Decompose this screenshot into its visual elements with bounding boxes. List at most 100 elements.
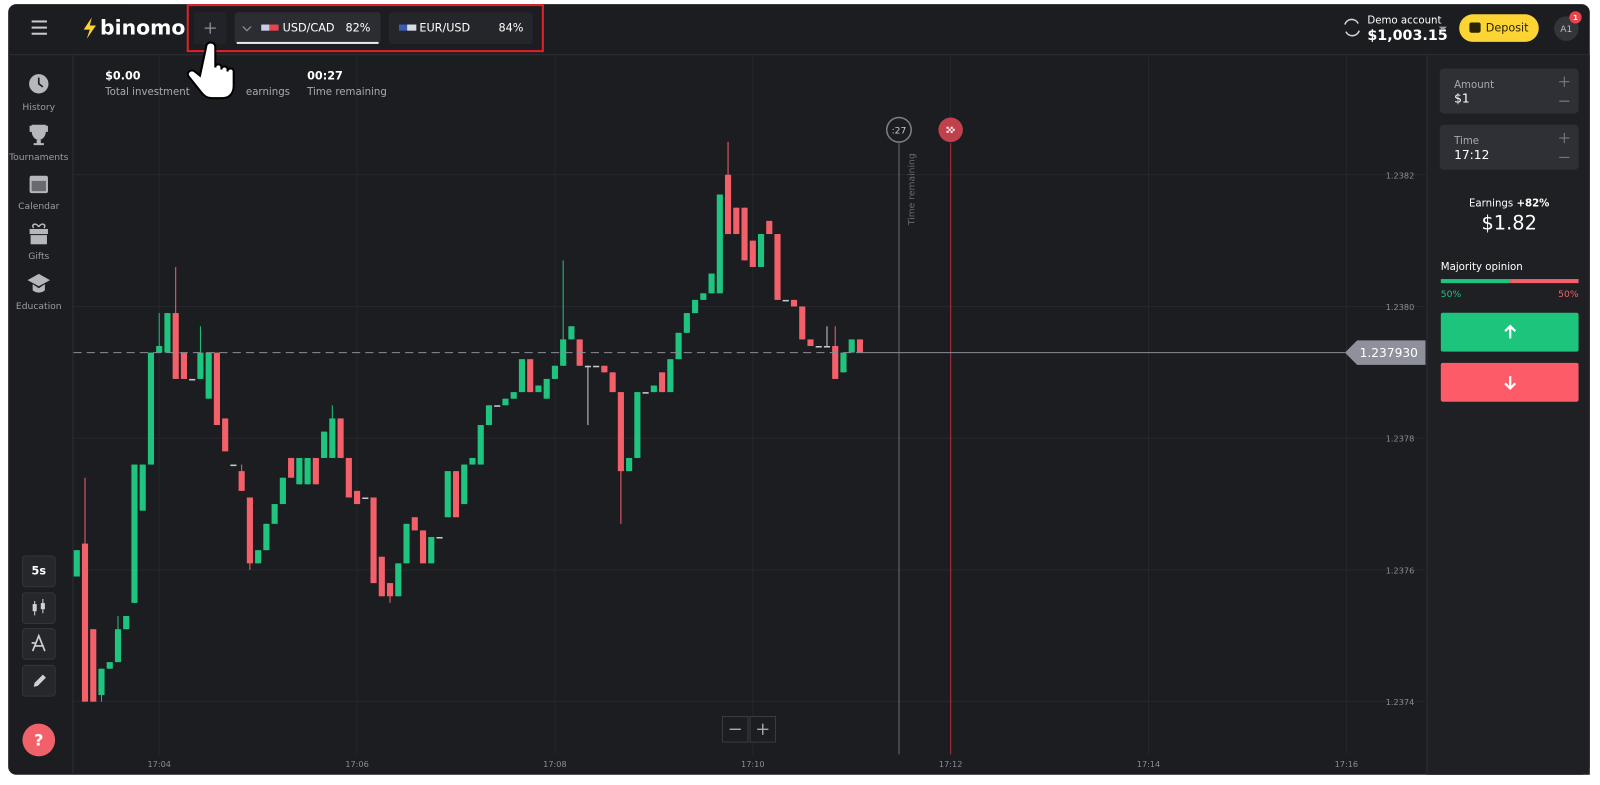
trade-panel bbox=[1426, 55, 1590, 775]
earnings-value: $1.82 bbox=[1481, 211, 1536, 234]
avatar-initials: A1 bbox=[1560, 24, 1572, 35]
candle-icon-body bbox=[32, 604, 37, 612]
candle-body bbox=[73, 550, 80, 577]
candle-body bbox=[527, 359, 534, 393]
candle-body bbox=[700, 293, 707, 300]
candle-body bbox=[774, 234, 781, 300]
majority-label: Majority opinion bbox=[1441, 262, 1523, 273]
candle-body bbox=[255, 550, 262, 564]
candle-body bbox=[667, 359, 674, 393]
nav-tournaments[interactable]: Tournaments bbox=[8, 124, 69, 163]
chart: 1.2382 1.2380 1.2378 1.2376 1.2374 17:04 17:06… bbox=[73, 56, 1426, 769]
flag-eu bbox=[398, 24, 408, 31]
candle-body bbox=[106, 662, 113, 669]
candle-body bbox=[749, 240, 756, 267]
stepper[interactable] bbox=[1559, 132, 1570, 158]
candle-body bbox=[90, 629, 97, 702]
flag-check bbox=[950, 126, 953, 129]
sync-icon bbox=[1344, 18, 1360, 37]
flag-us bbox=[407, 24, 417, 31]
trophy-icon bbox=[29, 124, 48, 146]
down-arrow bbox=[1504, 376, 1517, 391]
deposit-button[interactable]: Deposit bbox=[1459, 14, 1539, 42]
input-value: 17:12 bbox=[1454, 148, 1489, 162]
countdown-badge bbox=[885, 116, 912, 143]
candle-body bbox=[238, 471, 245, 491]
nav-education[interactable]: Education bbox=[16, 273, 62, 312]
candle-body bbox=[189, 378, 196, 381]
candle-body bbox=[329, 418, 336, 458]
candle-body bbox=[98, 668, 105, 696]
tab-pair: USD/CAD bbox=[283, 22, 335, 35]
candle-body bbox=[378, 556, 385, 597]
candle-body bbox=[246, 497, 253, 564]
nav-history[interactable]: History bbox=[22, 74, 56, 113]
candle-body bbox=[757, 234, 765, 267]
x-tick-label: 17:04 bbox=[147, 759, 170, 769]
amount-input[interactable]: Amount $1 bbox=[1439, 68, 1579, 114]
price-label-box bbox=[1344, 340, 1426, 365]
flag-check bbox=[950, 130, 953, 133]
y-tick-label: 1.2382 bbox=[1386, 170, 1415, 180]
candle-body bbox=[807, 339, 814, 347]
chevron bbox=[242, 26, 252, 32]
chart-type-button[interactable] bbox=[21, 592, 56, 625]
nav-label: Gifts bbox=[28, 251, 49, 262]
candle-body bbox=[782, 299, 789, 302]
notification-badge bbox=[1569, 11, 1582, 24]
nav-label: Education bbox=[16, 301, 62, 312]
timeframe-button[interactable]: 5s bbox=[21, 555, 56, 588]
indicators-button[interactable] bbox=[21, 628, 56, 660]
asset-tab[interactable]: USD/CAD 82% bbox=[234, 12, 381, 44]
candle-body bbox=[81, 543, 89, 702]
flag-check bbox=[952, 128, 955, 131]
menu-bar bbox=[31, 20, 47, 23]
help-button[interactable]: ? bbox=[22, 723, 56, 757]
stepper[interactable] bbox=[1559, 76, 1570, 102]
candle-body bbox=[164, 313, 171, 353]
candle-body bbox=[601, 365, 608, 373]
candle-body bbox=[799, 306, 806, 340]
y-tick-label: 1.2374 bbox=[1386, 697, 1415, 707]
candle-body bbox=[131, 464, 138, 603]
candle-body bbox=[123, 616, 130, 630]
asset-tab[interactable]: EUR/USD 84% bbox=[388, 12, 533, 44]
y-tick-label: 1.2378 bbox=[1386, 434, 1415, 444]
deposit-label: Deposit bbox=[1486, 22, 1529, 35]
down-button[interactable] bbox=[1440, 362, 1579, 402]
candle-body bbox=[296, 457, 303, 485]
candle-body bbox=[485, 405, 493, 426]
x-tick-label: 17:10 bbox=[741, 759, 764, 769]
y-tick-label: 1.2380 bbox=[1386, 302, 1415, 312]
candle-body bbox=[650, 385, 657, 393]
gift-box bbox=[30, 235, 47, 245]
nav-calendar[interactable]: Calendar bbox=[18, 175, 60, 212]
candle-body bbox=[617, 392, 624, 472]
menu-bar bbox=[31, 26, 47, 29]
time-input[interactable]: Time 17:12 bbox=[1439, 124, 1579, 170]
account-switch[interactable]: Demo account $1,003.15 bbox=[1344, 15, 1448, 44]
candle-body bbox=[733, 207, 740, 235]
nav-gifts[interactable]: Gifts bbox=[28, 223, 50, 262]
drawing-button[interactable] bbox=[21, 664, 56, 697]
candle-body bbox=[263, 523, 270, 551]
candle-body bbox=[823, 346, 831, 348]
up-button[interactable] bbox=[1440, 312, 1579, 352]
stat-value: 00:27 bbox=[307, 70, 343, 83]
candle-body bbox=[172, 313, 179, 379]
app-window bbox=[8, 4, 1590, 775]
flag-us bbox=[261, 24, 270, 31]
zoom-out[interactable] bbox=[721, 716, 749, 743]
menu-button[interactable] bbox=[31, 20, 47, 35]
candle-body bbox=[560, 339, 567, 366]
avatar[interactable]: A1 1 bbox=[1554, 11, 1582, 41]
x-tick-label: 17:12 bbox=[939, 759, 962, 769]
x-tick-label: 17:08 bbox=[543, 759, 566, 769]
candle-body bbox=[321, 431, 328, 458]
zoom-in[interactable] bbox=[749, 716, 777, 743]
account-balance: $1,003.15 bbox=[1367, 28, 1447, 44]
candle-body bbox=[461, 464, 468, 505]
logo[interactable]: binomo bbox=[100, 16, 185, 40]
